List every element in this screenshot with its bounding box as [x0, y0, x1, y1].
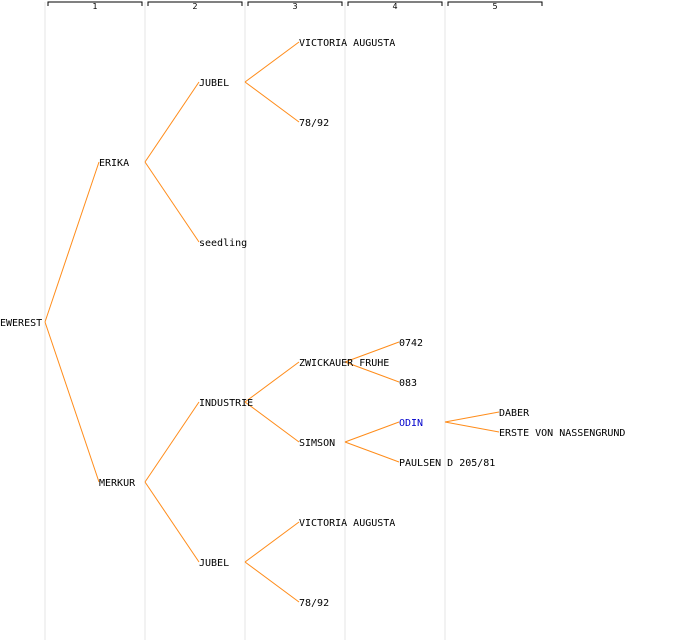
edge-jubel-2-victoria-2	[244, 521, 300, 563]
node-jubel-1[interactable]: JUBEL	[199, 78, 229, 89]
node-everest[interactable]: EWEREST	[0, 318, 42, 329]
generation-bracket	[247, 1, 343, 6]
generation-label: 2	[192, 2, 197, 11]
edge-jubel-1-n7892-1	[244, 81, 300, 123]
edge-merkur-jubel-2	[144, 481, 200, 563]
edge-simson-odin	[344, 421, 400, 443]
generation-bracket	[47, 1, 143, 6]
generation-label: 1	[92, 2, 97, 11]
generation-bracket	[347, 1, 443, 6]
node-victoria-1[interactable]: VICTORIA AUGUSTA	[299, 38, 395, 49]
node-seedling[interactable]: seedling	[199, 238, 247, 249]
edge-merkur-industrie	[144, 401, 200, 483]
node-simson[interactable]: SIMSON	[299, 438, 335, 449]
generation-label: 3	[292, 2, 297, 11]
node-merkur[interactable]: MERKUR	[99, 478, 136, 489]
node-n083[interactable]: 083	[399, 378, 417, 389]
edge-everest-merkur	[44, 321, 100, 483]
node-jubel-2[interactable]: JUBEL	[199, 558, 229, 569]
edge-odin-erste	[444, 421, 500, 433]
generation-bracket	[447, 1, 543, 6]
generation-label: 5	[492, 2, 497, 11]
edge-zwickauer-n0742	[344, 341, 400, 363]
node-n0742[interactable]: 0742	[399, 338, 423, 349]
node-odin[interactable]: ODIN	[399, 418, 423, 429]
node-erika[interactable]: ERIKA	[99, 158, 129, 169]
node-victoria-2[interactable]: VICTORIA AUGUSTA	[299, 518, 395, 529]
node-daber[interactable]: DABER	[499, 408, 530, 419]
node-industrie[interactable]: INDUSTRIE	[199, 398, 253, 409]
pedigree-nodes: EWEREST ERIKA MERKUR JUBEL seedling VICTORIA …	[0, 38, 625, 609]
node-n7892-2[interactable]: 78/92	[299, 598, 329, 609]
node-n7892-1[interactable]: 78/92	[299, 118, 329, 129]
node-paulsen[interactable]: PAULSEN D 205/81	[399, 458, 495, 469]
node-zwickauer[interactable]: ZWICKAUER FRUHE	[299, 358, 389, 369]
edge-zwickauer-n083	[344, 361, 400, 383]
edge-industrie-zwickauer	[244, 361, 300, 403]
edge-industrie-simson	[244, 401, 300, 443]
edge-erika-seedling	[144, 161, 200, 243]
edge-odin-daber	[444, 411, 500, 423]
generation-bracket	[147, 1, 243, 6]
pedigree-edges	[44, 41, 500, 603]
generation-label: 4	[392, 2, 397, 11]
edge-simson-paulsen	[344, 441, 400, 463]
node-erste[interactable]: ERSTE VON NASSENGRUND	[499, 428, 625, 439]
edge-jubel-1-victoria-1	[244, 41, 300, 83]
generation-columns: 1 2 3 4 5	[44, 1, 543, 640]
edge-erika-jubel-1	[144, 81, 200, 163]
edge-everest-erika	[44, 161, 100, 323]
edge-jubel-2-n7892-2	[244, 561, 300, 603]
